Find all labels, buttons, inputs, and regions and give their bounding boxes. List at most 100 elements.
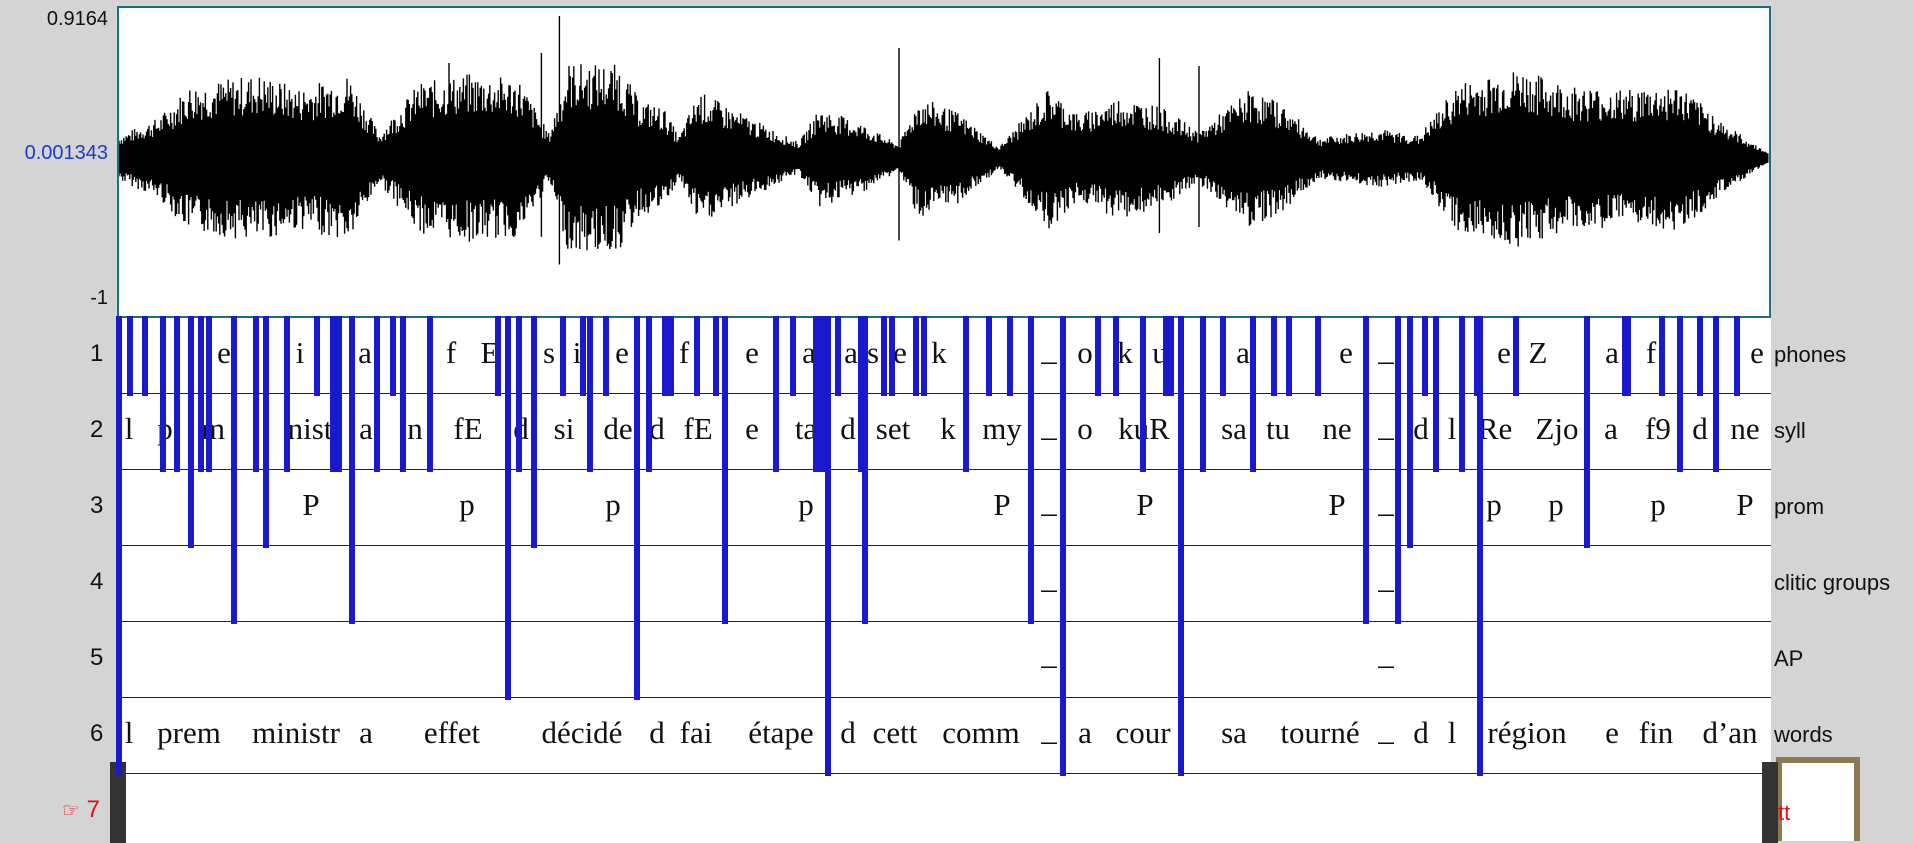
interval-boundary[interactable] xyxy=(284,316,290,472)
interval-boundary[interactable] xyxy=(881,316,887,396)
interval-boundary[interactable] xyxy=(1271,316,1277,396)
interval-boundary[interactable] xyxy=(790,316,796,396)
tier-2-interval[interactable]: _ xyxy=(1378,408,1394,443)
interval-boundary[interactable] xyxy=(603,316,609,396)
interval-boundary[interactable] xyxy=(336,316,342,472)
tier-3-interval[interactable]: p xyxy=(1548,487,1564,522)
tier-2-interval[interactable]: l xyxy=(124,411,134,446)
interval-boundary[interactable] xyxy=(516,316,522,472)
left-scroll-grip[interactable] xyxy=(110,762,126,843)
interval-boundary[interactable] xyxy=(560,316,566,396)
interval-boundary[interactable] xyxy=(116,316,122,776)
right-scroll-grip[interactable] xyxy=(1762,762,1778,843)
tier-6-interval[interactable]: a xyxy=(1078,715,1092,750)
interval-boundary[interactable] xyxy=(587,316,593,472)
interval-boundary[interactable] xyxy=(813,316,819,472)
tier-2-interval[interactable]: ta xyxy=(794,411,818,446)
tier-3-interval[interactable]: P xyxy=(302,487,320,522)
interval-boundary[interactable] xyxy=(531,316,537,548)
interval-boundary[interactable] xyxy=(662,316,668,396)
tier-1-interval[interactable]: _ xyxy=(1041,332,1057,367)
tier-2-interval[interactable]: f9 xyxy=(1645,411,1671,446)
tier-6-interval[interactable]: a xyxy=(359,715,373,750)
interval-boundary[interactable] xyxy=(1007,316,1013,396)
tier-6-interval[interactable]: fin xyxy=(1638,715,1674,750)
tier-2-interval[interactable]: m xyxy=(200,411,226,446)
interval-boundary[interactable] xyxy=(314,316,320,396)
tier-5-interval[interactable]: _ xyxy=(1041,636,1057,671)
tier-1-interval[interactable]: a xyxy=(802,335,816,370)
tier-number[interactable]: 6 xyxy=(90,720,104,747)
tier-2-interval[interactable]: d xyxy=(649,411,665,446)
interval-boundary[interactable] xyxy=(1286,316,1292,396)
interval-boundary[interactable] xyxy=(1140,316,1146,472)
tier-1-interval[interactable]: f xyxy=(678,335,690,370)
tier-1-interval[interactable]: _ xyxy=(1378,332,1394,367)
tier-1-interval[interactable]: a xyxy=(1605,335,1619,370)
tier-2-interval[interactable]: ne xyxy=(1730,411,1760,446)
tier-1-interval[interactable]: a xyxy=(1236,335,1250,370)
tier-5-interval[interactable]: _ xyxy=(1378,636,1394,671)
tier-2-interval[interactable]: e xyxy=(745,411,759,446)
tier-3-interval[interactable]: _ xyxy=(1378,484,1394,519)
interval-boundary[interactable] xyxy=(330,316,336,472)
tier-1-interval[interactable]: k xyxy=(1117,335,1133,370)
tier-6-interval[interactable]: e xyxy=(1605,715,1619,750)
tier-6-interval[interactable]: d xyxy=(840,715,856,750)
tier-7-name[interactable]: tt xyxy=(1778,800,1791,825)
interval-boundary[interactable] xyxy=(1477,316,1483,776)
tier-1-interval[interactable]: f xyxy=(1645,335,1657,370)
tier-1-interval[interactable]: o xyxy=(1077,335,1093,370)
tier-6-interval[interactable]: d xyxy=(1413,715,1429,750)
tier-row-6[interactable]: l prem ministr a effet décidé d fai étape d cett co… xyxy=(117,698,1771,774)
interval-boundary[interactable] xyxy=(495,316,501,396)
interval-boundary[interactable] xyxy=(374,316,380,472)
interval-boundary[interactable] xyxy=(349,316,355,624)
tier-4-interval[interactable]: _ xyxy=(1378,560,1394,595)
tier-3-interval[interactable]: p xyxy=(1486,487,1502,522)
tier-row-5[interactable]: _ _ xyxy=(117,622,1771,698)
tier-1-interval[interactable]: e xyxy=(1339,335,1353,370)
tier-6-interval[interactable]: d xyxy=(649,715,665,750)
tier-2-interval[interactable]: tu xyxy=(1265,411,1291,446)
tier-6-interval[interactable]: comm xyxy=(942,715,1020,750)
tier-name[interactable]: syll xyxy=(1774,418,1806,443)
interval-boundary[interactable] xyxy=(1178,316,1184,776)
interval-boundary[interactable] xyxy=(253,316,259,472)
tier-name[interactable]: clitic groups xyxy=(1774,570,1891,595)
tier-2-interval[interactable]: _ xyxy=(1041,408,1057,443)
tier-1-interval[interactable]: e xyxy=(1497,335,1511,370)
tier-row-4[interactable]: _ _ xyxy=(117,546,1771,622)
interval-boundary[interactable] xyxy=(1734,316,1740,396)
tier-6-interval[interactable]: région xyxy=(1487,715,1567,750)
interval-boundary[interactable] xyxy=(206,316,212,472)
interval-boundary[interactable] xyxy=(858,316,864,472)
interval-boundary[interactable] xyxy=(1163,316,1169,396)
interval-boundary[interactable] xyxy=(188,316,194,548)
tier-2-interval[interactable]: k xyxy=(940,411,956,446)
tier-2-interval[interactable]: d xyxy=(840,411,856,446)
interval-boundary[interactable] xyxy=(819,316,825,472)
tier-2-interval[interactable]: si xyxy=(553,411,575,446)
interval-boundary[interactable] xyxy=(1713,316,1719,472)
interval-boundary[interactable] xyxy=(773,316,779,472)
tier-3-interval[interactable]: P xyxy=(1328,487,1346,522)
interval-boundary[interactable] xyxy=(913,316,919,396)
tier-6-interval[interactable]: _ xyxy=(1041,712,1057,747)
tier-3-interval[interactable]: p xyxy=(798,487,814,522)
tier-3-interval[interactable]: P xyxy=(993,487,1011,522)
tier-6-interval[interactable]: fai xyxy=(679,715,713,750)
tier-1-interval[interactable]: E xyxy=(480,335,500,370)
interval-boundary[interactable] xyxy=(400,316,406,472)
tier-2-interval[interactable]: a xyxy=(359,411,373,446)
tier-2-interval[interactable]: fE xyxy=(683,411,713,446)
tier-6-interval[interactable]: tourné xyxy=(1280,715,1360,750)
tier-1-interval[interactable]: i xyxy=(295,335,305,370)
interval-boundary[interactable] xyxy=(713,316,719,396)
tier-7-row[interactable] xyxy=(117,774,1771,843)
tier-2-interval[interactable]: fE xyxy=(453,411,483,446)
interval-boundary[interactable] xyxy=(694,316,700,396)
tier-2-interval[interactable]: n xyxy=(407,411,423,446)
tier-2-interval[interactable]: Re xyxy=(1477,411,1513,446)
tier-1-interval[interactable]: e xyxy=(745,335,759,370)
